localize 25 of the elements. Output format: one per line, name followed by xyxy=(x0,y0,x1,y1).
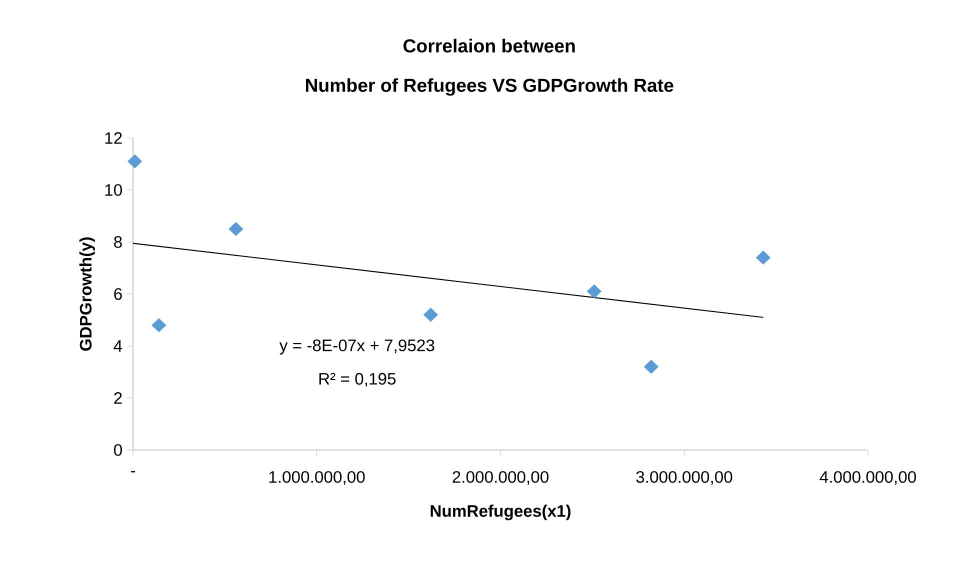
point xyxy=(152,318,166,332)
point xyxy=(228,222,244,236)
point xyxy=(586,284,602,298)
y-tick-label: 12 xyxy=(105,132,122,144)
chart-title: Correlaion between xyxy=(404,38,575,53)
point xyxy=(128,154,142,168)
point xyxy=(756,250,771,265)
point xyxy=(423,308,438,322)
y-tick-label: 8 xyxy=(114,236,122,248)
y-tick-label: 4 xyxy=(114,340,122,352)
x-tick-label: 4.000.000,00 xyxy=(820,471,916,485)
x-tick-label: 2.000.000,00 xyxy=(452,471,548,485)
point xyxy=(644,360,658,374)
y-tick-label: 0 xyxy=(114,444,122,456)
x-tick-label: 3.000.000,00 xyxy=(636,471,732,485)
y-tick-label: 6 xyxy=(114,288,122,300)
y-tick-label: 10 xyxy=(105,184,122,196)
x-axis-title: NumRefugees(x1) xyxy=(430,504,571,520)
annotation: y = -8E-07x + 7,9523 xyxy=(279,339,434,355)
chart-subtitle: Number of Refugees VS GDPGrowth Rate xyxy=(306,78,674,96)
x-tick-label: 1.000.000,00 xyxy=(269,471,365,485)
x-tick-label: - xyxy=(130,471,136,472)
y-axis-title: GDPGrowth(y) xyxy=(79,237,95,351)
y-tick-label: 2 xyxy=(114,392,122,404)
annotation: R² = 0,195 xyxy=(319,372,396,387)
